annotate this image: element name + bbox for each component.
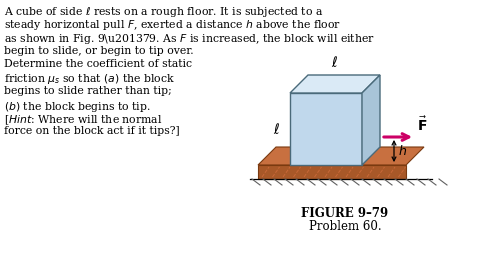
Text: $h$: $h$ [398,144,407,158]
Text: Problem 60.: Problem 60. [308,220,381,233]
Text: $(b)$ the block begins to tip.: $(b)$ the block begins to tip. [4,99,151,114]
Text: Determine the coefficient of static: Determine the coefficient of static [4,59,192,69]
Text: friction $\mu_s$ so that $(a)$ the block: friction $\mu_s$ so that $(a)$ the block [4,72,175,87]
Polygon shape [290,75,380,93]
Text: force on the block act if it tips?]: force on the block act if it tips?] [4,126,180,136]
Text: as shown in Fig. 9\u201379. As $F$ is increased, the block will either: as shown in Fig. 9\u201379. As $F$ is in… [4,32,375,46]
Text: FIGURE 9–79: FIGURE 9–79 [301,207,388,220]
Text: begins to slide rather than tip;: begins to slide rather than tip; [4,86,172,96]
Text: A cube of side $\ell$ rests on a rough floor. It is subjected to a: A cube of side $\ell$ rests on a rough f… [4,5,323,19]
Text: [$\it{Hint}$: Where will the normal: [$\it{Hint}$: Where will the normal [4,113,162,126]
Polygon shape [258,165,406,179]
Polygon shape [362,75,380,165]
Polygon shape [290,93,362,165]
Text: $\vec{\mathbf{F}}$: $\vec{\mathbf{F}}$ [417,116,428,134]
Polygon shape [258,147,424,165]
Text: $\ell$: $\ell$ [274,122,281,136]
Text: $\ell$: $\ell$ [331,55,339,70]
Text: steady horizontal pull $F$, exerted a distance $h$ above the floor: steady horizontal pull $F$, exerted a di… [4,19,341,32]
Text: begin to slide, or begin to tip over.: begin to slide, or begin to tip over. [4,45,194,56]
